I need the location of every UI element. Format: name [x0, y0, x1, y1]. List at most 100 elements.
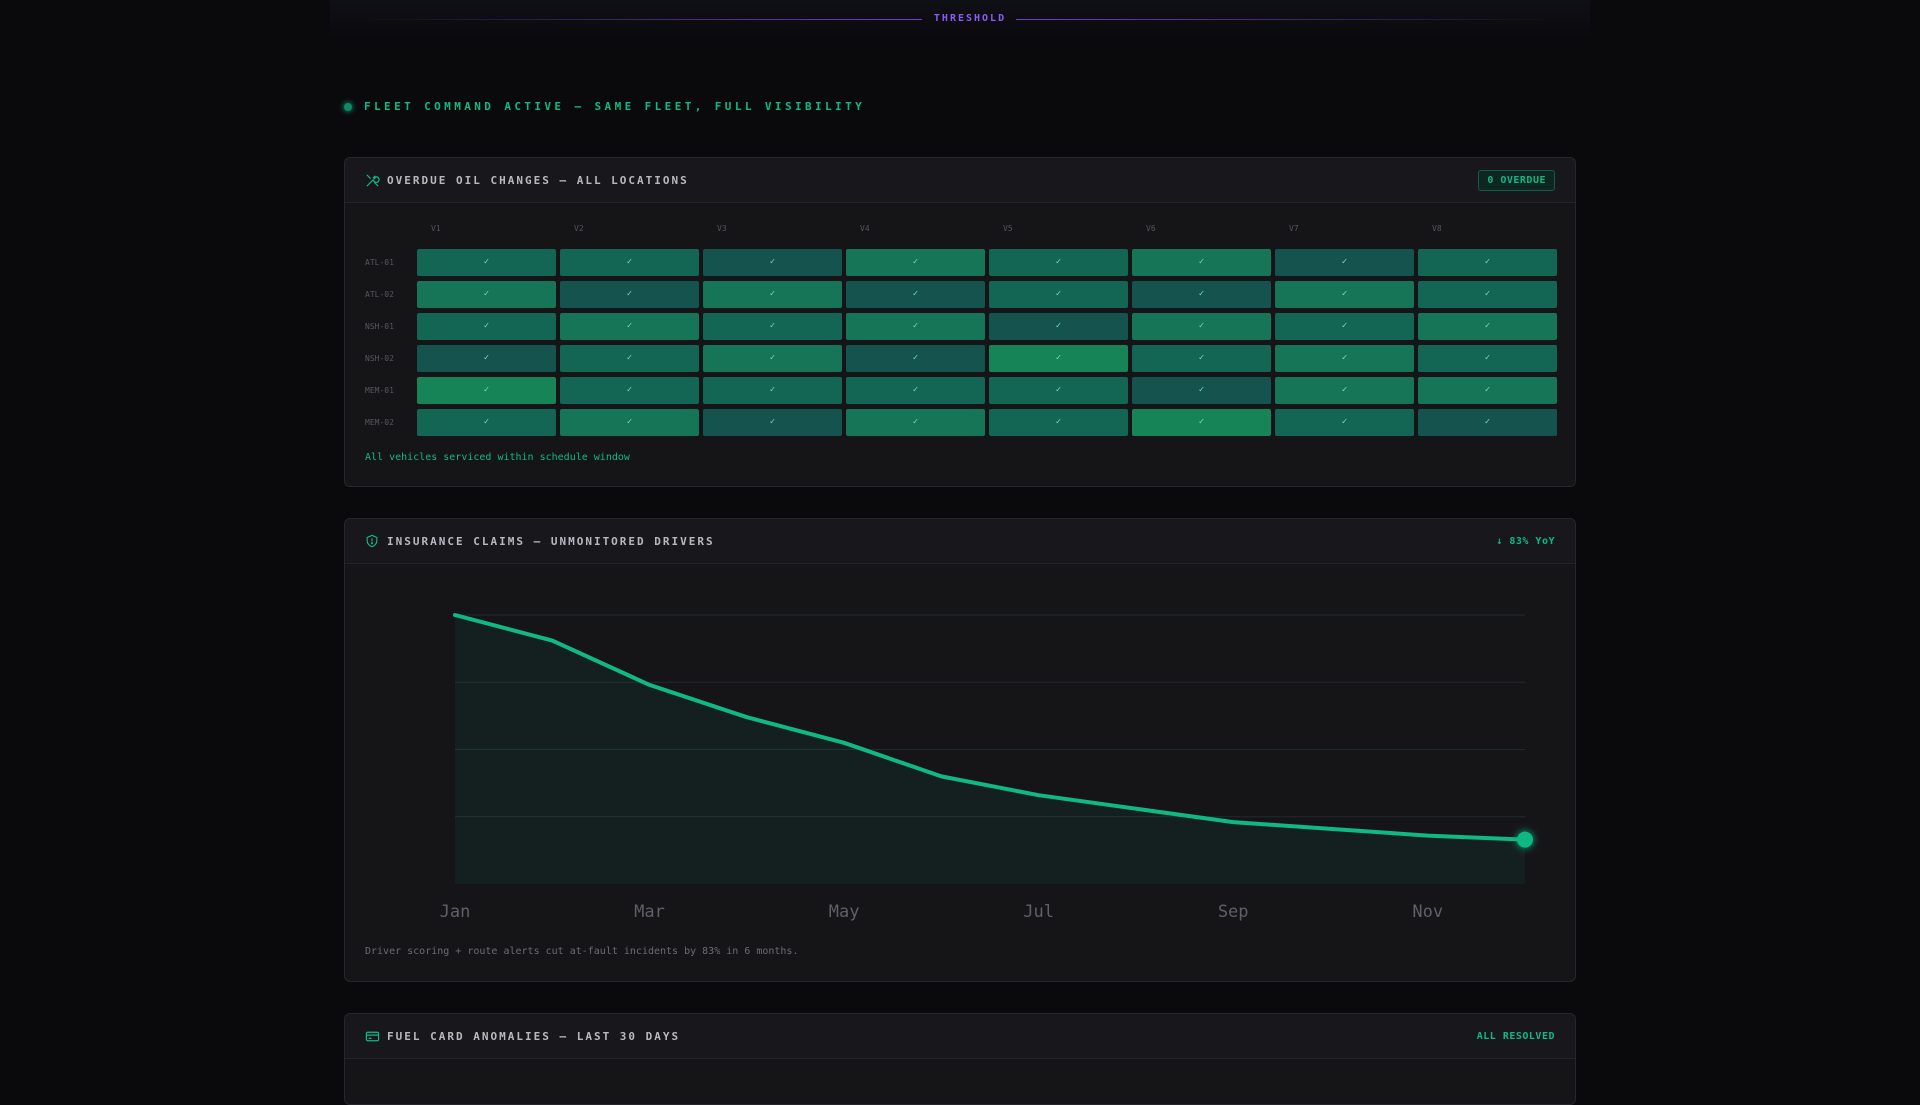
service-cell-nsh-01-v6[interactable]: ✓ [1132, 312, 1271, 340]
status-dot-icon [344, 102, 352, 111]
oil-panel-title: OVERDUE OIL CHANGES — ALL LOCATIONS [387, 173, 689, 187]
x-tick-label: Nov [1412, 902, 1443, 922]
service-cell-nsh-01-v5[interactable]: ✓ [989, 312, 1128, 340]
threshold-line-right [1016, 19, 1566, 20]
threshold-divider: THRESHOLD [330, 0, 1590, 40]
service-cell-mem-02-v3[interactable]: ✓ [703, 408, 842, 436]
resolved-badge: ALL RESOLVED [1476, 1030, 1555, 1042]
row-label: NSH-01 [365, 321, 394, 331]
service-cell-mem-01-v5[interactable]: ✓ [989, 376, 1128, 404]
service-cell-nsh-02-v2[interactable]: ✓ [560, 344, 699, 372]
service-cell-atl-02-v7[interactable]: ✓ [1275, 280, 1414, 308]
x-tick-label: Sep [1218, 902, 1249, 922]
service-cell-atl-02-v2[interactable]: ✓ [560, 280, 699, 308]
service-cell-atl-01-v3[interactable]: ✓ [703, 248, 842, 276]
column-header-v1: V1 [431, 224, 441, 233]
fuel-anomalies-panel: FUEL CARD ANOMALIES — LAST 30 DAYS ALL R… [344, 1013, 1576, 1105]
service-cell-nsh-02-v3[interactable]: ✓ [703, 344, 842, 372]
grid-row-nsh-01: NSH-01 ✓ ✓ ✓ ✓ ✓ ✓ ✓ ✓ [365, 310, 1561, 342]
grid-row-mem-01: MEM-01 ✓ ✓ ✓ ✓ ✓ ✓ ✓ ✓ [365, 374, 1561, 406]
service-cell-mem-02-v6[interactable]: ✓ [1132, 408, 1271, 436]
service-cell-mem-02-v1[interactable]: ✓ [417, 408, 556, 436]
row-label: ATL-01 [365, 257, 394, 267]
grid-row-mem-02: MEM-02 ✓ ✓ ✓ ✓ ✓ ✓ ✓ ✓ [365, 406, 1561, 438]
status-text: FLEET COMMAND ACTIVE — SAME FLEET, FULL … [364, 100, 866, 113]
wrench-icon [365, 172, 381, 188]
claims-series-line [453, 613, 1527, 842]
service-cell-nsh-01-v3[interactable]: ✓ [703, 312, 842, 340]
service-cell-atl-02-v1[interactable]: ✓ [417, 280, 556, 308]
column-header-v6: V6 [1146, 224, 1156, 233]
service-cell-atl-02-v5[interactable]: ✓ [989, 280, 1128, 308]
service-cell-nsh-02-v6[interactable]: ✓ [1132, 344, 1271, 372]
x-tick-label: Jul [1023, 902, 1054, 922]
shield-icon [365, 533, 381, 549]
x-tick-label: May [829, 902, 860, 922]
claims-area-fill [455, 615, 1525, 884]
credit-card-icon [365, 1028, 381, 1044]
column-header-v7: V7 [1289, 224, 1299, 233]
column-header-v4: V4 [860, 224, 870, 233]
service-cell-mem-01-v4[interactable]: ✓ [846, 376, 985, 404]
fleet-status: FLEET COMMAND ACTIVE — SAME FLEET, FULL … [344, 100, 865, 113]
row-label: MEM-02 [365, 417, 394, 427]
service-cell-atl-01-v7[interactable]: ✓ [1275, 248, 1414, 276]
service-cell-nsh-01-v4[interactable]: ✓ [846, 312, 985, 340]
row-label: MEM-01 [365, 385, 394, 395]
insurance-claims-panel: INSURANCE CLAIMS — UNMONITORED DRIVERS ↓… [344, 518, 1576, 982]
service-cell-atl-02-v4[interactable]: ✓ [846, 280, 985, 308]
oil-footer-note: All vehicles serviced within schedule wi… [365, 452, 630, 463]
oil-changes-panel: OVERDUE OIL CHANGES — ALL LOCATIONS 0 OV… [344, 157, 1576, 487]
service-cell-atl-01-v5[interactable]: ✓ [989, 248, 1128, 276]
claims-line-chart: Jan Mar May Jul Sep Nov [440, 613, 1533, 922]
service-cell-mem-01-v3[interactable]: ✓ [703, 376, 842, 404]
fuel-panel-header: FUEL CARD ANOMALIES — LAST 30 DAYS ALL R… [345, 1014, 1575, 1059]
service-cell-atl-02-v3[interactable]: ✓ [703, 280, 842, 308]
service-cell-mem-01-v2[interactable]: ✓ [560, 376, 699, 404]
service-cell-mem-02-v7[interactable]: ✓ [1275, 408, 1414, 436]
service-cell-nsh-02-v5[interactable]: ✓ [989, 344, 1128, 372]
service-cell-nsh-01-v8[interactable]: ✓ [1418, 312, 1557, 340]
column-header-v3: V3 [717, 224, 727, 233]
service-cell-nsh-02-v1[interactable]: ✓ [417, 344, 556, 372]
service-cell-atl-01-v6[interactable]: ✓ [1132, 248, 1271, 276]
threshold-line-left [350, 19, 922, 20]
insurance-footer-note: Driver scoring + route alerts cut at-fau… [365, 946, 799, 957]
fuel-panel-title: FUEL CARD ANOMALIES — LAST 30 DAYS [387, 1029, 681, 1043]
service-cell-atl-02-v6[interactable]: ✓ [1132, 280, 1271, 308]
service-cell-mem-01-v7[interactable]: ✓ [1275, 376, 1414, 404]
claims-endpoint-marker [1517, 831, 1533, 848]
service-cell-atl-01-v4[interactable]: ✓ [846, 248, 985, 276]
service-cell-nsh-02-v8[interactable]: ✓ [1418, 344, 1557, 372]
service-cell-mem-02-v2[interactable]: ✓ [560, 408, 699, 436]
service-cell-mem-01-v8[interactable]: ✓ [1418, 376, 1557, 404]
service-cell-mem-01-v1[interactable]: ✓ [417, 376, 556, 404]
service-cell-mem-02-v4[interactable]: ✓ [846, 408, 985, 436]
column-header-v8: V8 [1432, 224, 1442, 233]
column-header-v2: V2 [574, 224, 584, 233]
service-cell-atl-01-v8[interactable]: ✓ [1418, 248, 1557, 276]
grid-row-nsh-02: NSH-02 ✓ ✓ ✓ ✓ ✓ ✓ ✓ ✓ [365, 342, 1561, 374]
vehicle-column-headers: V1 V2 V3 V4 V5 V6 V7 V8 [417, 224, 1561, 233]
grid-row-atl-02: ATL-02 ✓ ✓ ✓ ✓ ✓ ✓ ✓ ✓ [365, 278, 1561, 310]
grid-row-atl-01: ATL-01 ✓ ✓ ✓ ✓ ✓ ✓ ✓ ✓ [365, 246, 1561, 278]
service-cell-nsh-01-v2[interactable]: ✓ [560, 312, 699, 340]
service-cell-atl-01-v1[interactable]: ✓ [417, 248, 556, 276]
overdue-badge: 0 OVERDUE [1478, 169, 1555, 191]
service-cell-mem-02-v8[interactable]: ✓ [1418, 408, 1557, 436]
service-cell-nsh-01-v7[interactable]: ✓ [1275, 312, 1414, 340]
yoy-change-badge: ↓ 83% YoY [1496, 535, 1555, 547]
service-cell-mem-01-v6[interactable]: ✓ [1132, 376, 1271, 404]
row-label: ATL-02 [365, 289, 394, 299]
insurance-panel-header: INSURANCE CLAIMS — UNMONITORED DRIVERS ↓… [345, 519, 1575, 564]
service-cell-atl-01-v2[interactable]: ✓ [560, 248, 699, 276]
service-cell-nsh-01-v1[interactable]: ✓ [417, 312, 556, 340]
threshold-label: THRESHOLD [933, 13, 1007, 24]
service-cell-nsh-02-v7[interactable]: ✓ [1275, 344, 1414, 372]
x-tick-label: Jan [440, 902, 471, 922]
vehicle-service-grid: ATL-01 ✓ ✓ ✓ ✓ ✓ ✓ ✓ ✓ ATL-02 ✓ ✓ ✓ ✓ ✓ ✓ ✓ ✓ NSH-01 ✓ ✓ ✓ ✓ ✓ ✓… [365, 246, 1561, 438]
service-cell-nsh-02-v4[interactable]: ✓ [846, 344, 985, 372]
insurance-panel-title: INSURANCE CLAIMS — UNMONITORED DRIVERS [387, 534, 715, 548]
service-cell-atl-02-v8[interactable]: ✓ [1418, 280, 1557, 308]
service-cell-mem-02-v5[interactable]: ✓ [989, 408, 1128, 436]
